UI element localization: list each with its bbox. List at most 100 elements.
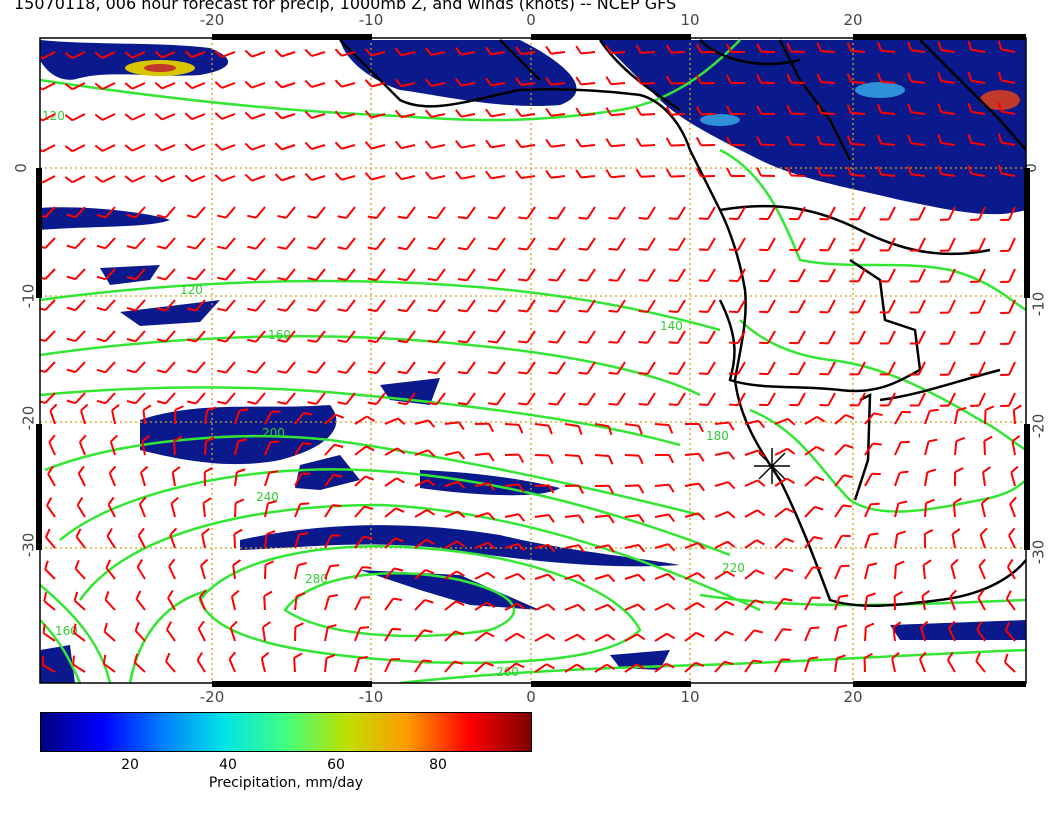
wind-barb: [937, 134, 956, 146]
wind-barb: [774, 628, 792, 642]
wind-barb: [64, 144, 86, 153]
wind-barb: [217, 237, 236, 250]
wind-barb: [937, 41, 956, 53]
wind-barb: [66, 330, 86, 343]
wind-barb: [244, 49, 266, 58]
wind-barb: [879, 268, 896, 283]
wind-barb: [624, 663, 645, 673]
wind-barb: [354, 535, 373, 549]
wind-barb: [834, 534, 851, 549]
wind-barb: [104, 591, 116, 611]
wind-barb: [198, 589, 207, 611]
wind-barb: [605, 45, 626, 55]
wind-barb: [575, 76, 596, 86]
wind-barb: [954, 436, 966, 456]
wind-barb: [816, 166, 836, 177]
wind-barb: [40, 82, 56, 91]
wind-barb: [756, 74, 776, 84]
wind-barb: [638, 268, 656, 282]
wind-barb: [64, 175, 86, 184]
wind-barb: [457, 268, 476, 282]
precip-area: [140, 405, 337, 465]
wind-barb: [264, 440, 280, 456]
wind-barb: [970, 330, 986, 345]
contour-label: 200: [262, 426, 285, 440]
wind-barb: [156, 268, 176, 281]
wind-barb: [575, 138, 596, 148]
wind-barb: [394, 171, 416, 181]
wind-barb: [294, 502, 310, 518]
wind-barb: [444, 421, 465, 431]
wind-barb: [594, 423, 613, 436]
wind-barb: [665, 106, 686, 116]
wind-barb: [217, 299, 236, 312]
wind-barb: [774, 658, 791, 673]
precip-area: [610, 650, 670, 670]
wind-barb: [668, 206, 686, 220]
wind-barb: [654, 513, 675, 523]
wind-barb: [979, 527, 988, 549]
wind-barb: [64, 113, 86, 122]
lon-tick-bottom: 10: [680, 688, 700, 706]
wind-barb: [397, 268, 416, 282]
lon-tick-bottom: 20: [843, 688, 863, 706]
wind-barb: [879, 330, 896, 345]
wind-barb: [804, 566, 822, 580]
wind-barb: [939, 206, 956, 221]
wind-barb: [277, 206, 296, 219]
wind-barb: [43, 592, 56, 611]
colorbar-label: 80: [429, 757, 447, 773]
wind-barb: [879, 392, 896, 407]
wind-barb: [105, 559, 116, 580]
wind-barb: [970, 268, 986, 283]
wind-barb: [907, 72, 926, 84]
wind-barb: [140, 465, 149, 487]
wind-barb: [384, 627, 402, 642]
wind-barb: [939, 392, 956, 407]
wind-barb: [876, 134, 896, 146]
wind-barb: [354, 475, 374, 487]
wind-barb: [44, 560, 56, 580]
wind-barb: [949, 589, 957, 611]
wind-barb: [819, 237, 836, 252]
wind-barb: [1005, 590, 1016, 611]
wind-barb: [728, 206, 746, 221]
wind-barb: [759, 268, 776, 283]
wind-barb: [684, 482, 705, 492]
wind-barb: [786, 42, 806, 53]
wind-barb: [726, 167, 746, 178]
wind-barb: [324, 654, 336, 673]
wind-barb: [864, 442, 882, 456]
wind-barb: [518, 330, 536, 344]
wind-barb: [518, 206, 536, 220]
wind-barb: [759, 299, 776, 314]
wind-barb: [135, 590, 146, 611]
wind-barb: [444, 570, 465, 580]
wind-barb: [47, 465, 56, 487]
wind-barb: [142, 404, 152, 425]
wind-barb: [247, 237, 266, 250]
wind-barb: [40, 144, 56, 153]
wind-barb: [756, 167, 776, 177]
wind-barb: [756, 136, 776, 146]
wind-barb: [294, 622, 304, 642]
wind-barb: [126, 206, 146, 219]
wind-barb: [457, 237, 476, 251]
wind-barb: [384, 507, 405, 518]
wind-barb: [624, 423, 643, 435]
wind-barb: [564, 603, 586, 612]
wind-barb: [575, 169, 596, 179]
wind-barb: [384, 447, 406, 456]
wind-barb: [909, 361, 926, 376]
wind-barb: [1008, 527, 1016, 549]
wind-barb: [504, 542, 526, 552]
wind-barb: [134, 621, 146, 642]
wind-barb: [846, 73, 866, 84]
wind-barb: [665, 44, 686, 54]
wind-barb: [66, 268, 86, 281]
wind-barb: [684, 661, 705, 673]
wind-barb: [424, 109, 446, 118]
wind-barb: [277, 330, 296, 343]
wind-barb: [96, 392, 116, 405]
wind-barb: [819, 361, 836, 376]
